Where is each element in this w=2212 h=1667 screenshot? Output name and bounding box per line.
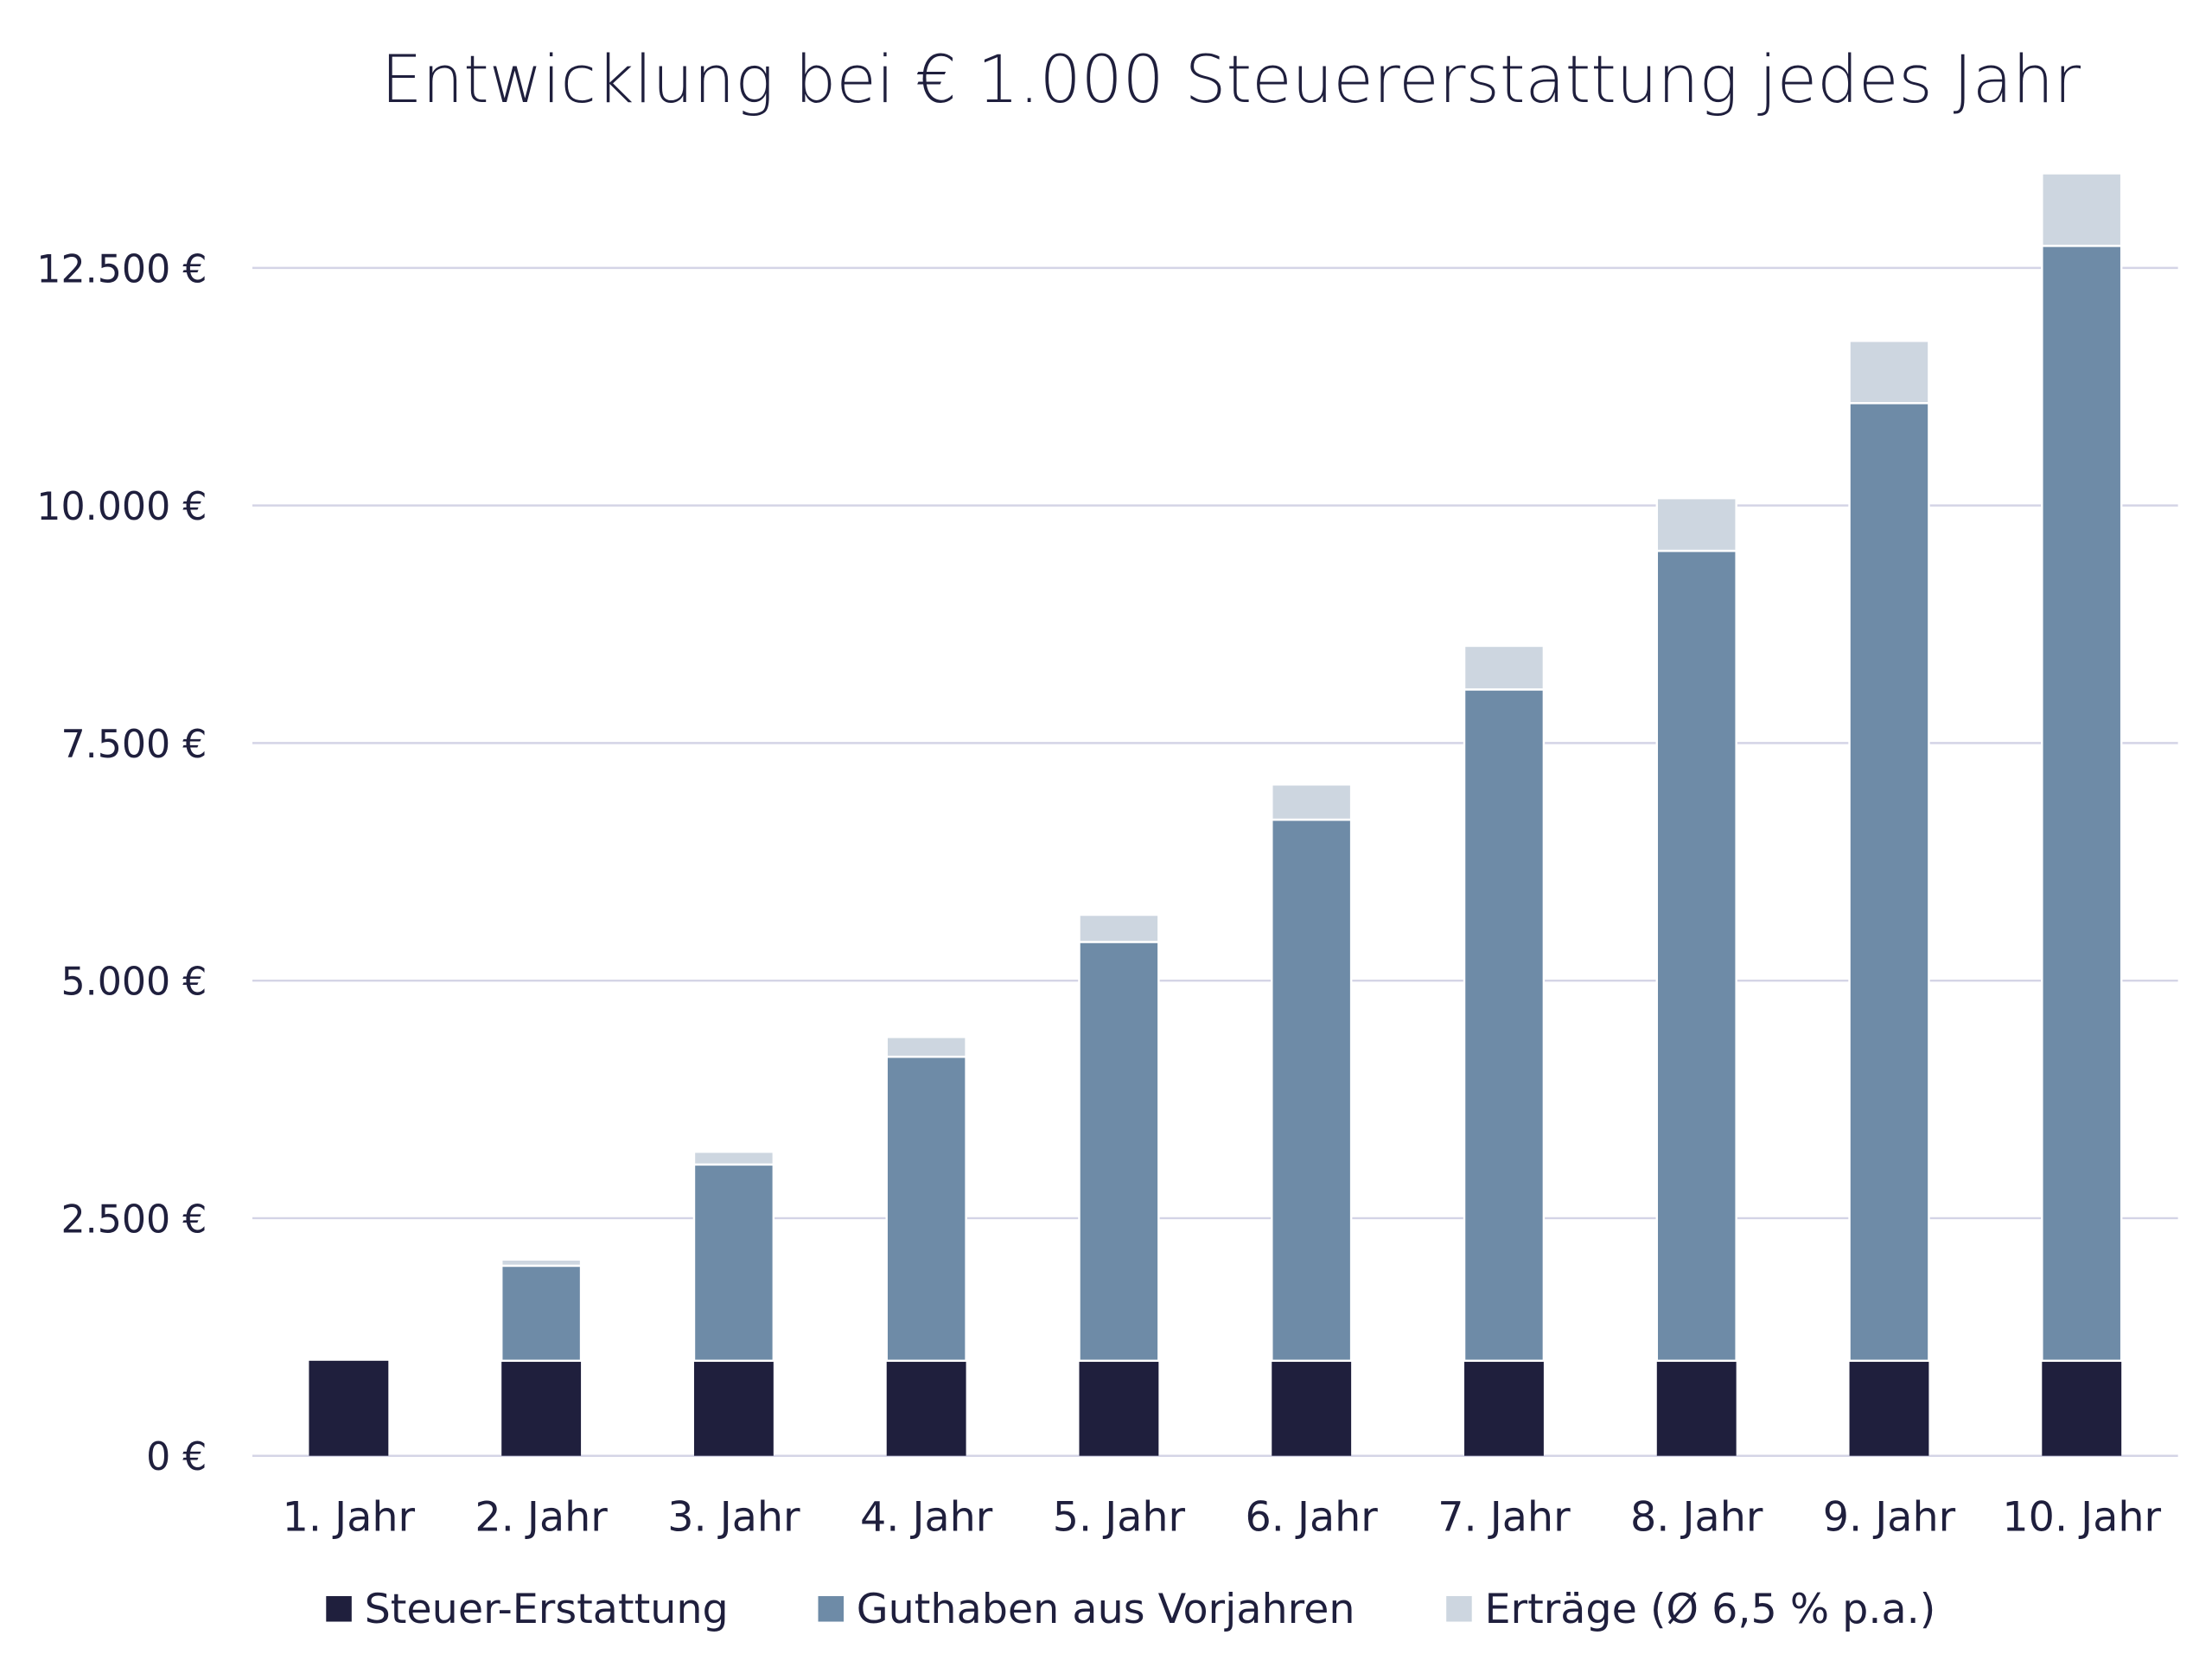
y-tick-label: 7.500 € [61,723,207,767]
x-tick-label: 3. Jahr [667,1494,800,1542]
bar-segment-1 [309,1360,389,1456]
bar-segment-3 [500,1258,583,1268]
legend-swatch [818,1596,845,1622]
bar-segment-2 [1848,402,1930,1363]
bar-segment-1 [1656,1360,1737,1456]
bar-segment-1 [1464,1360,1544,1456]
legend-label: Guthaben aus Vorjahren [857,1586,1355,1633]
x-tick-label: 7. Jahr [1437,1494,1571,1542]
legend: Steuer-Erstattung Guthaben aus Vorjahren E… [326,1586,1935,1633]
x-tick-label: 2. Jahr [475,1494,608,1542]
x-axis-ticks: 1. Jahr 2. Jahr 3. Jahr 4. Jahr 5. Jahr 6. Ja… [283,1494,2162,1542]
x-tick-label: 9. Jahr [1823,1494,1956,1542]
bar-segment-3 [1463,644,1546,691]
legend-swatch [326,1596,352,1622]
bars [309,172,2123,1456]
bar-segment-2 [1078,941,1160,1363]
bar-segment-1 [1272,1360,1352,1456]
y-tick-label: 0 € [146,1435,207,1479]
y-tick-label: 12.500 € [36,247,207,291]
y-axis-ticks: 0 € 2.500 € 5.000 € 7.500 € 10.000 € 12.500 € [36,247,207,1479]
bar-segment-2 [885,1055,967,1363]
bar-segment-1 [2042,1360,2122,1456]
x-tick-label: 4. Jahr [860,1494,993,1542]
bar-segment-1 [693,1360,774,1456]
bar-segment-2 [2041,245,2123,1363]
legend-label: Erträge (Ø 6,5 % p.a.) [1484,1586,1935,1633]
bar-segment-3 [2041,172,2123,247]
bar-segment-3 [1848,340,1930,405]
bar-segment-2 [1655,549,1737,1363]
y-tick-label: 5.000 € [61,961,207,1005]
x-tick-label: 5. Jahr [1053,1494,1186,1542]
bar-segment-2 [1463,688,1546,1363]
bar-segment-2 [692,1163,775,1363]
bar-segment-2 [500,1264,583,1363]
bar-segment-1 [1079,1360,1159,1456]
bar-segment-2 [1271,818,1353,1363]
legend-swatch [1446,1596,1472,1622]
bar-segment-1 [1849,1360,1929,1456]
y-tick-label: 10.000 € [36,485,207,529]
x-tick-label: 6. Jahr [1246,1494,1379,1542]
x-tick-label: 8. Jahr [1630,1494,1763,1542]
bar-segment-1 [886,1360,966,1456]
bar-segment-1 [501,1360,582,1456]
x-tick-label: 10. Jahr [2002,1494,2161,1542]
chart-title: Entwicklung bei € 1.000 Steuererstattung… [381,42,2081,118]
y-tick-label: 2.500 € [61,1198,207,1242]
bar-segment-3 [1271,783,1353,821]
bar-segment-3 [692,1150,775,1166]
x-tick-label: 1. Jahr [283,1494,416,1542]
bar-segment-3 [1078,913,1160,943]
bar-segment-3 [1655,496,1737,552]
legend-label: Steuer-Erstattung [365,1586,729,1633]
bar-segment-3 [885,1036,967,1058]
